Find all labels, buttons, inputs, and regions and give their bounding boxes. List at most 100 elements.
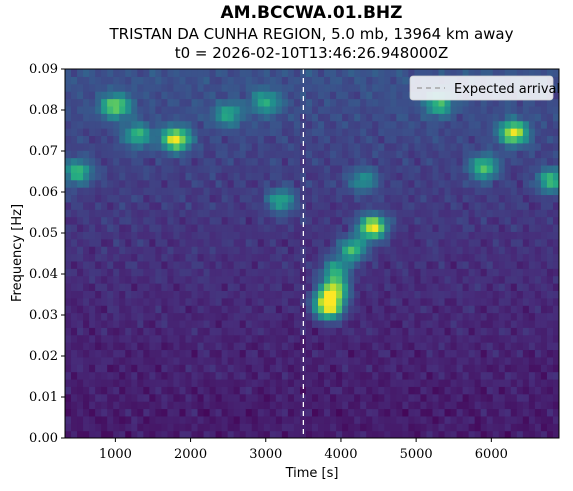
- heatmap-cell: [101, 231, 108, 240]
- heatmap-cell: [360, 349, 367, 358]
- heatmap-cell: [432, 150, 440, 159]
- heatmap-cell: [161, 253, 169, 262]
- heatmap-cell: [275, 408, 283, 417]
- heatmap-cell: [89, 201, 96, 210]
- chart-origin-time: t0 = 2026-02-10T13:46:26.948000Z: [174, 44, 449, 62]
- heatmap-cell: [390, 69, 397, 77]
- heatmap-cell: [516, 283, 524, 291]
- heatmap-cell: [522, 393, 530, 402]
- heatmap-cell: [209, 349, 217, 358]
- heatmap-cell: [89, 312, 96, 321]
- heatmap-cell: [275, 268, 283, 277]
- heatmap-cell: [444, 113, 452, 122]
- heatmap-cell: [540, 334, 548, 343]
- heatmap-cell: [360, 142, 367, 151]
- heatmap-cell: [101, 253, 108, 262]
- heatmap-cell: [336, 253, 343, 262]
- heatmap-cell: [257, 364, 265, 373]
- heatmap-cell: [510, 150, 518, 159]
- heatmap-cell: [318, 179, 325, 188]
- heatmap-cell: [522, 356, 530, 365]
- heatmap-cell: [360, 342, 367, 351]
- heatmap-cell: [360, 423, 367, 432]
- heatmap-cell: [191, 327, 199, 336]
- heatmap-cell: [342, 430, 349, 438]
- heatmap-cell: [510, 128, 518, 137]
- heatmap-cell: [342, 378, 349, 387]
- heatmap-cell: [161, 342, 169, 351]
- heatmap-cell: [293, 201, 301, 210]
- heatmap-cell: [432, 356, 440, 365]
- heatmap-cell: [420, 283, 428, 291]
- heatmap-cell: [215, 113, 223, 122]
- heatmap-cell: [384, 364, 391, 373]
- heatmap-cell: [239, 172, 247, 181]
- heatmap-cell: [360, 83, 367, 92]
- heatmap-cell: [438, 393, 446, 402]
- heatmap-cell: [287, 194, 295, 203]
- heatmap-cell: [354, 201, 361, 210]
- heatmap-cell: [546, 297, 554, 306]
- heatmap-cell: [498, 69, 506, 77]
- heatmap-cell: [348, 172, 355, 181]
- heatmap-cell: [402, 246, 409, 255]
- heatmap-cell: [275, 371, 283, 380]
- heatmap-cell: [293, 142, 301, 151]
- heatmap-cell: [312, 430, 319, 438]
- heatmap-cell: [137, 216, 144, 225]
- heatmap-cell: [354, 253, 361, 262]
- heatmap-cell: [354, 231, 361, 240]
- heatmap-cell: [233, 105, 241, 114]
- heatmap-cell: [438, 356, 446, 365]
- heatmap-cell: [269, 201, 277, 210]
- heatmap-cell: [372, 378, 379, 387]
- heatmap-cell: [131, 283, 138, 291]
- heatmap-cell: [185, 260, 193, 269]
- heatmap-cell: [77, 401, 84, 410]
- heatmap-cell: [155, 164, 162, 173]
- heatmap-cell: [275, 98, 283, 107]
- heatmap-cell: [330, 128, 337, 137]
- heatmap-cell: [293, 386, 301, 395]
- heatmap-cell: [287, 356, 295, 365]
- heatmap-cell: [161, 305, 169, 314]
- heatmap-cell: [480, 334, 488, 343]
- heatmap-cell: [251, 334, 259, 343]
- heatmap-cell: [480, 356, 488, 365]
- heatmap-cell: [161, 216, 169, 225]
- heatmap-cell: [245, 246, 253, 255]
- heatmap-cell: [546, 393, 554, 402]
- heatmap-cell: [77, 327, 84, 336]
- heatmap-cell: [167, 98, 175, 107]
- heatmap-cell: [312, 150, 319, 159]
- heatmap-cell: [432, 415, 440, 424]
- heatmap-cell: [546, 194, 554, 203]
- heatmap-cell: [161, 179, 169, 188]
- heatmap-cell: [312, 209, 319, 218]
- heatmap-cell: [287, 297, 295, 306]
- heatmap-cell: [342, 187, 349, 196]
- heatmap-cell: [65, 386, 72, 395]
- heatmap-cell: [504, 69, 512, 77]
- heatmap-cell: [324, 430, 331, 438]
- heatmap-cell: [275, 91, 283, 100]
- heatmap-cell: [528, 113, 536, 122]
- heatmap-cell: [203, 128, 211, 137]
- heatmap-cell: [209, 194, 217, 203]
- heatmap-cell: [372, 246, 379, 255]
- heatmap-cell: [342, 342, 349, 351]
- heatmap-cell: [480, 305, 488, 314]
- heatmap-cell: [233, 164, 241, 173]
- heatmap-cell: [528, 430, 536, 438]
- heatmap-cell: [251, 201, 259, 210]
- heatmap-cell: [107, 83, 114, 92]
- heatmap-cell: [77, 260, 84, 269]
- heatmap-cell: [233, 223, 241, 232]
- heatmap-cell: [462, 231, 470, 240]
- heatmap-cell: [438, 164, 446, 173]
- heatmap-cell: [131, 364, 138, 373]
- heatmap-cell: [474, 179, 482, 188]
- heatmap-cell: [396, 209, 403, 218]
- heatmap-cell: [540, 290, 548, 299]
- heatmap-cell: [486, 297, 494, 306]
